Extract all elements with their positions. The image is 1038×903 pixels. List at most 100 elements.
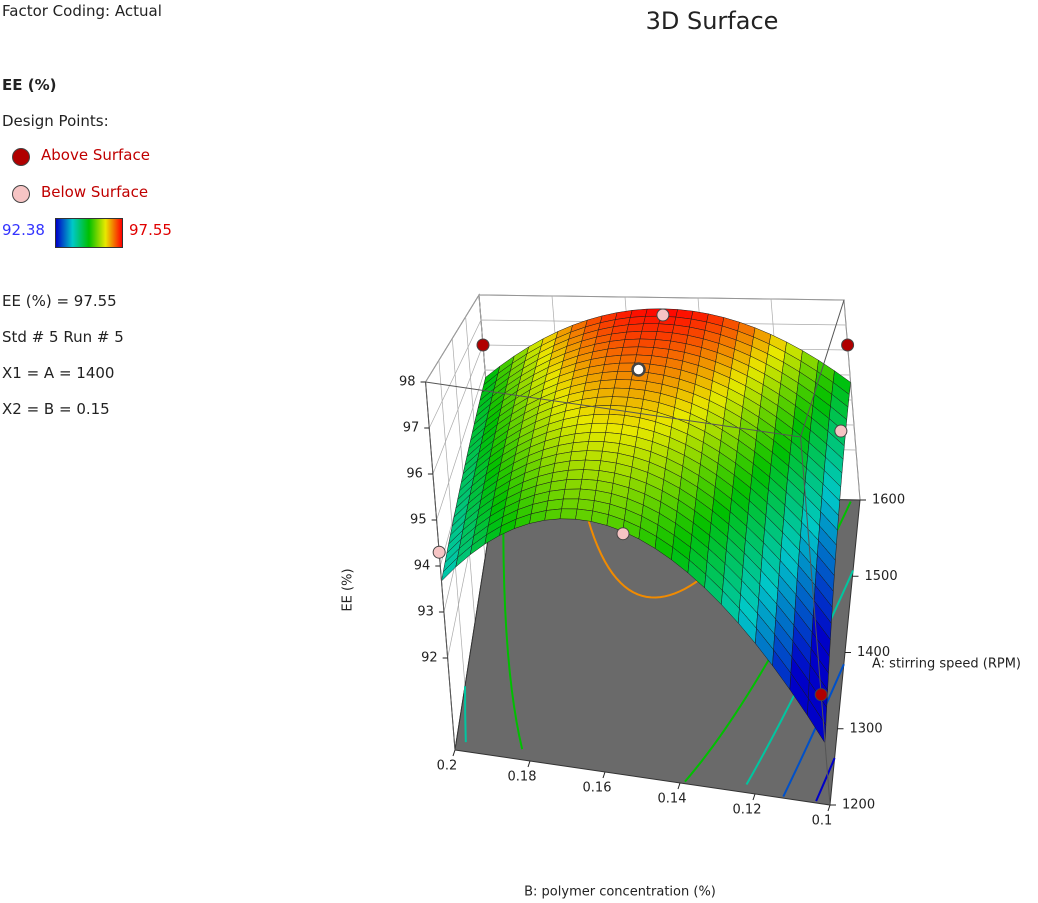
- surface-cell: [575, 508, 593, 522]
- surface-cell: [628, 316, 646, 325]
- surface-cell: [580, 478, 598, 491]
- surface-cell: [613, 379, 632, 389]
- design-point: [476, 338, 490, 352]
- color-bar: [55, 218, 123, 248]
- legend-marker: [12, 148, 30, 166]
- x-tick-label: 1400: [857, 645, 890, 660]
- y-tick-label: 0.12: [733, 803, 762, 818]
- scale-max: 97.55: [129, 221, 172, 239]
- surface-cell: [569, 450, 588, 462]
- surface-cell: [564, 478, 583, 490]
- z-tick-label: 95: [410, 513, 427, 528]
- design-point: [631, 362, 646, 377]
- y-tick: [527, 760, 531, 768]
- surface-cell: [620, 346, 639, 356]
- grid-line: [438, 360, 466, 687]
- design-point: [656, 308, 670, 322]
- x-axis-title: A: stirring speed (RPM): [872, 657, 1021, 672]
- grid-line: [843, 299, 861, 501]
- contour: [502, 499, 524, 750]
- y-tick: [752, 793, 756, 801]
- z-tick-label: 92: [421, 651, 438, 666]
- z-tick-label: 94: [414, 559, 431, 574]
- z-tick-label: 93: [417, 605, 434, 620]
- surface-cell: [590, 422, 608, 433]
- surface-cell: [600, 371, 619, 381]
- surface-cell: [607, 413, 625, 425]
- surface-cell: [624, 330, 643, 340]
- surface-cell: [568, 459, 586, 471]
- factor-coding: Factor Coding: Actual: [2, 2, 162, 20]
- y-tick: [602, 771, 606, 779]
- design-points-label: Design Points:: [2, 112, 109, 130]
- surface-cell: [807, 697, 827, 744]
- z-tick-label: 98: [399, 375, 416, 390]
- surface-cell: [581, 469, 600, 481]
- scale-min: 92.38: [2, 221, 45, 239]
- surface-cell: [615, 371, 634, 381]
- box-edge: [800, 436, 831, 806]
- surface-cell: [585, 450, 603, 462]
- legend-marker: [12, 185, 30, 203]
- contour: [815, 757, 836, 802]
- surface-cell: [563, 488, 581, 500]
- surface-cell: [598, 379, 617, 390]
- surface-cell: [612, 387, 630, 398]
- surface-cell: [639, 331, 658, 340]
- z-axis-title: EE (%): [341, 568, 356, 611]
- design-point: [841, 338, 855, 352]
- y-tick: [677, 782, 681, 790]
- y-axis-title: B: polymer concentration (%): [524, 885, 716, 900]
- surface-cell: [583, 459, 602, 471]
- surface-cell: [636, 346, 654, 356]
- contour: [782, 663, 845, 797]
- surface-cell: [610, 396, 629, 407]
- response-label: EE (%): [2, 76, 57, 94]
- surface-cell: [641, 323, 660, 332]
- y-tick-label: 0.1: [812, 814, 833, 829]
- annotation: X1 = A = 1400: [2, 364, 115, 382]
- surface-cell: [619, 354, 637, 364]
- design-point: [814, 688, 828, 702]
- design-point: [834, 424, 848, 438]
- y-tick-label: 0.18: [508, 770, 537, 785]
- contour: [464, 686, 467, 743]
- x-tick-label: 1500: [865, 569, 898, 584]
- legend-label: Above Surface: [41, 146, 150, 164]
- annotation: X2 = B = 0.15: [2, 400, 110, 418]
- x-tick-label: 1600: [872, 493, 905, 508]
- surface-cell: [559, 508, 578, 520]
- surface-cell: [566, 469, 584, 480]
- surface-cell: [571, 441, 589, 453]
- annotation: EE (%) = 97.55: [2, 292, 117, 310]
- z-tick-label: 97: [403, 421, 420, 436]
- y-tick-label: 0.16: [583, 781, 612, 796]
- legend-label: Below Surface: [41, 183, 149, 201]
- surface-cell: [595, 396, 613, 407]
- surface-cell: [605, 422, 624, 435]
- chart-title: 3D Surface: [646, 7, 779, 35]
- surface-cell: [637, 338, 656, 348]
- y-tick-label: 0.2: [437, 759, 458, 774]
- surface-cell: [588, 432, 607, 442]
- x-tick-label: 1200: [842, 798, 875, 813]
- surface-cell: [573, 432, 591, 443]
- design-point: [432, 545, 446, 559]
- surface-cell: [578, 488, 597, 501]
- y-tick: [827, 804, 831, 812]
- surface-cell: [591, 413, 610, 424]
- surface-cell: [586, 441, 605, 452]
- z-tick-label: 96: [406, 467, 423, 482]
- y-tick-label: 0.14: [658, 792, 687, 807]
- surface-cell: [626, 323, 644, 333]
- annotation: Std # 5 Run # 5: [2, 328, 124, 346]
- design-point: [616, 527, 630, 541]
- surface-cell: [561, 498, 580, 510]
- y-tick: [452, 749, 456, 757]
- surface-cell: [622, 338, 641, 348]
- x-tick-label: 1300: [850, 721, 883, 736]
- surface-cell: [544, 508, 562, 521]
- surface-cell: [596, 387, 615, 398]
